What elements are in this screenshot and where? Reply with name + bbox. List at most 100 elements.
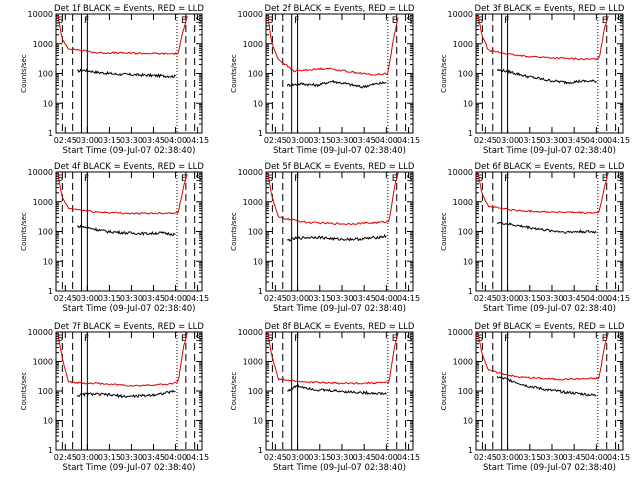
events-series-line [496,221,597,234]
x-tick-label: 04:15 [397,294,420,303]
marker-letter: F [84,16,89,26]
marker-letter: S [57,174,63,184]
panel-title: Det 4f BLACK = Events, RED = LLD [54,162,204,172]
y-tick-label: 100 [458,228,473,237]
x-tick-label: 03:30 [540,294,563,303]
y-tick-label: 10000 [448,168,473,177]
y-tick-label: 100 [38,228,53,237]
marker-letter: E [392,334,398,344]
plot-frame [475,331,624,451]
x-tick-label: 04:00 [585,294,608,303]
x-axis-label: Start Time (09-Jul-07 02:38:40) [273,304,406,314]
marker-letter: S [267,334,273,344]
x-tick-label: 04:00 [585,136,608,145]
y-tick-label: 10000 [28,10,53,19]
y-tick-label: 10000 [448,10,473,19]
x-tick-label: 04:00 [585,453,608,462]
y-tick-label: 1000 [453,198,473,207]
x-tick-label: 03:30 [540,453,563,462]
x-axis-label: Start Time (09-Jul-07 02:38:40) [63,146,196,156]
x-tick-label: 02:45 [54,294,77,303]
x-tick-label: 03:00 [76,136,99,145]
x-tick-label: 04:15 [397,136,420,145]
y-tick-label: 100 [248,70,263,79]
marker-letter: S [617,16,623,26]
y-tick-label: 10 [463,257,473,266]
x-tick-label: 03:15 [518,453,541,462]
y-axis-label: Counts/sec [20,54,28,93]
lld-series-line [267,17,399,76]
marker-letter: E [602,174,608,184]
panel-3: Det 3f BLACK = Events, RED = LLD 1 10 100 10… [440,4,630,156]
y-tick-label: 1 [258,446,263,455]
x-tick-label: 03:45 [142,294,165,303]
y-axis-label: Counts/sec [230,212,238,251]
y-tick-label: 10 [463,417,473,426]
x-tick-label: 04:15 [186,453,209,462]
x-tick-label: 03:45 [142,136,165,145]
events-series-line [496,375,597,397]
marker-letter: E [181,16,187,26]
x-tick-label: 03:15 [308,294,331,303]
x-tick-label: 04:00 [375,136,398,145]
marker-letter: S [267,174,273,184]
x-tick-label: 03:00 [286,294,309,303]
events-series-line [76,389,176,399]
lld-series-line [57,332,188,387]
y-tick-label: 100 [458,387,473,396]
lld-series-line [267,332,399,385]
y-tick-label: 1 [48,446,53,455]
x-tick-label: 02:45 [264,294,287,303]
y-axis-label: Counts/sec [230,54,238,93]
panel-title: Det 2f BLACK = Events, RED = LLD [265,4,415,14]
y-tick-label: 10 [43,417,53,426]
marker-letter: S [617,174,623,184]
panel-1: Det 1f BLACK = Events, RED = LLD 1 10 100 10… [20,4,209,156]
y-tick-label: 10000 [238,10,263,19]
y-tick-label: 100 [458,70,473,79]
events-series-line [77,224,176,237]
x-tick-label: 04:00 [164,136,187,145]
x-tick-label: 04:15 [186,136,209,145]
marker-letter: S [57,16,63,26]
x-tick-label: 03:00 [286,136,309,145]
y-tick-label: 10000 [238,328,263,337]
y-tick-label: 1 [258,129,263,138]
panel-title: Det 1f BLACK = Events, RED = LLD [54,4,204,14]
y-tick-label: 1 [468,446,473,455]
marker-letter: S [196,174,202,184]
x-axis-label: Start Time (09-Jul-07 02:38:40) [273,146,406,156]
y-tick-label: 1000 [243,358,263,367]
panel-title: Det 5f BLACK = Events, RED = LLD [265,162,415,172]
y-tick-label: 1 [468,129,473,138]
y-tick-label: 10000 [28,328,53,337]
events-series-line [286,234,387,242]
y-tick-label: 1000 [243,40,263,49]
marker-letter: E [602,334,608,344]
y-tick-label: 10000 [238,168,263,177]
panel-title: Det 9f BLACK = Events, RED = LLD [475,322,625,332]
events-series-line [76,68,176,79]
y-tick-label: 100 [38,387,53,396]
x-tick-label: 03:45 [353,136,376,145]
marker-letter: S [196,334,202,344]
x-tick-label: 02:45 [474,294,497,303]
x-tick-label: 03:30 [120,453,143,462]
y-tick-label: 1000 [453,358,473,367]
panel-title: Det 8f BLACK = Events, RED = LLD [265,322,415,332]
marker-letter: E [602,16,608,26]
x-axis-label: Start Time (09-Jul-07 02:38:40) [273,463,406,473]
marker-letter: S [196,16,202,26]
marker-letter: E [181,334,187,344]
y-tick-label: 1 [48,287,53,296]
events-series-line [496,68,597,85]
marker-letter: S [57,334,63,344]
events-series-line [286,79,387,89]
marker-letter: E [392,16,398,26]
panel-5: Det 5f BLACK = Events, RED = LLD 1 10 100 10… [230,162,420,314]
panel-8: Det 8f BLACK = Events, RED = LLD 1 10 100 10… [230,322,420,473]
marker-letter: F [294,334,299,344]
x-tick-label: 03:30 [120,136,143,145]
marker-letter: E [181,174,187,184]
panel-4: Det 4f BLACK = Events, RED = LLD 1 10 100 10… [20,162,209,314]
